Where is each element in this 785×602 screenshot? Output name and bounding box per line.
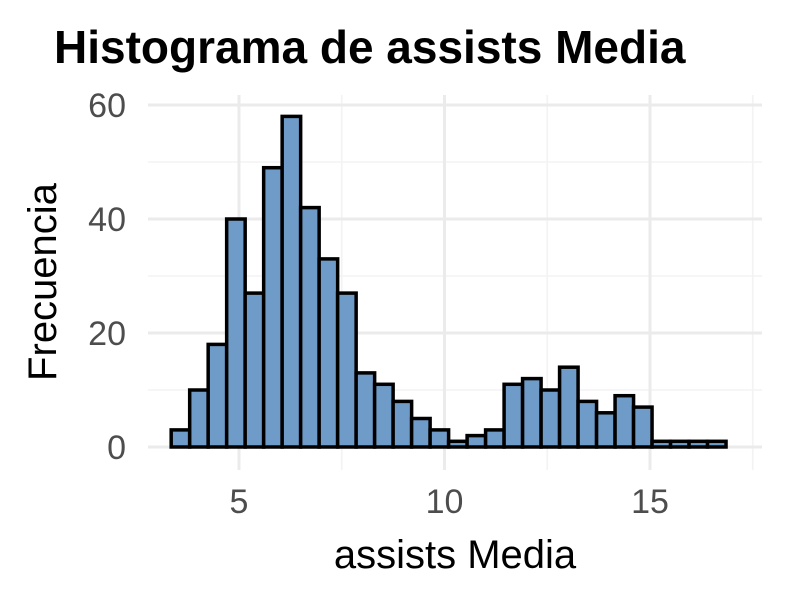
histogram-bar [483, 428, 506, 449]
histogram-bars [169, 114, 728, 449]
histogram-bar [705, 439, 728, 449]
y-tick-label: 0 [107, 429, 126, 467]
histogram-bar [557, 365, 580, 449]
histogram-bar [613, 393, 636, 449]
histogram-bar [224, 217, 247, 449]
histogram-bar [668, 439, 691, 449]
y-axis-title: Frecuencia [21, 182, 65, 381]
y-tick-label: 20 [88, 315, 126, 353]
y-tick-label: 40 [88, 201, 126, 239]
histogram-bar [465, 433, 488, 449]
histogram-bar [687, 439, 710, 449]
histogram-bar [594, 411, 617, 449]
histogram-bar [446, 439, 469, 449]
y-tick-label: 60 [88, 87, 126, 125]
histogram-bar [187, 388, 210, 449]
histogram-bar [576, 399, 599, 449]
histogram-bar [428, 428, 451, 449]
histogram-bar [631, 405, 654, 449]
histogram-bar [298, 205, 321, 449]
histogram-bar [335, 291, 358, 449]
histogram-bar [280, 114, 303, 449]
histogram-bar [391, 399, 414, 449]
histogram-bar [520, 376, 543, 449]
histogram-bar [650, 439, 673, 449]
histogram-bar [317, 257, 340, 449]
x-tick-label: 10 [426, 483, 464, 521]
x-axis-ticks: 5 10 15 [230, 483, 669, 521]
histogram-bar [169, 428, 192, 449]
histogram-bar [206, 342, 229, 449]
histogram-bar [354, 371, 377, 449]
histogram-bar [502, 382, 525, 449]
x-tick-label: 15 [631, 483, 669, 521]
histogram-bar [243, 291, 266, 449]
y-axis-ticks: 0 20 40 60 [88, 87, 126, 467]
histogram-bar [539, 388, 562, 449]
x-tick-label: 5 [230, 483, 249, 521]
x-axis-title: assists Media [334, 533, 577, 577]
histogram-bar [409, 416, 432, 449]
histogram-bar [372, 382, 395, 449]
histogram-bar [261, 165, 284, 449]
chart-title: Histograma de assists Media [54, 21, 686, 73]
